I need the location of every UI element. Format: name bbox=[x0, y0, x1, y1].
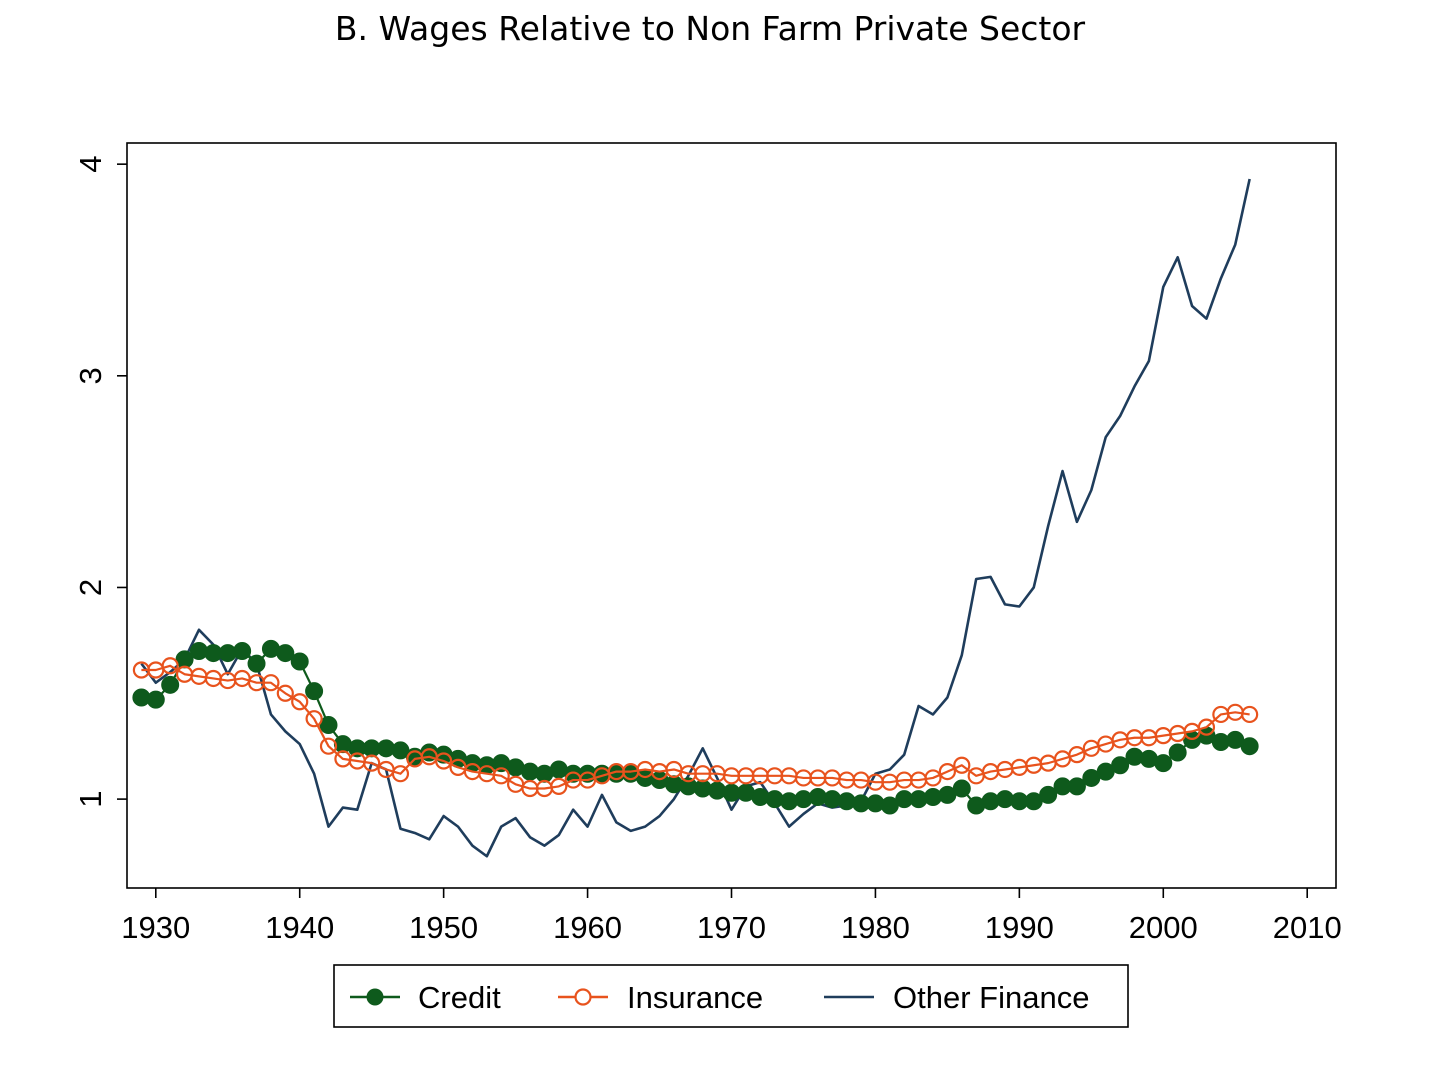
legend-items: Credit Insurance Other Finance bbox=[350, 980, 1089, 1015]
data-point bbox=[161, 657, 179, 675]
data-point bbox=[146, 690, 165, 709]
data-point bbox=[305, 710, 323, 728]
data-point bbox=[1197, 718, 1216, 736]
series-other-finance bbox=[140, 178, 1251, 858]
x-tick-label: 2000 bbox=[1129, 910, 1198, 945]
data-point bbox=[247, 654, 266, 673]
data-point bbox=[175, 650, 194, 669]
legend-label: Insurance bbox=[627, 980, 763, 1015]
data-point bbox=[1067, 777, 1086, 796]
data-point bbox=[1168, 743, 1187, 762]
x-tick-label: 1930 bbox=[121, 910, 190, 945]
data-point bbox=[1240, 737, 1259, 756]
y-tick-label: 2 bbox=[73, 579, 108, 596]
data-point bbox=[1241, 705, 1259, 724]
data-point bbox=[1039, 785, 1058, 804]
legend-label: Credit bbox=[418, 980, 501, 1015]
series-insurance bbox=[132, 657, 1259, 798]
x-tick-label: 1960 bbox=[553, 910, 622, 945]
data-point bbox=[262, 674, 280, 692]
data-point bbox=[319, 716, 338, 735]
data-point bbox=[550, 777, 568, 796]
legend-item-insurance: Insurance bbox=[558, 980, 763, 1015]
x-tick-label: 2010 bbox=[1273, 910, 1342, 945]
series-layer bbox=[132, 178, 1259, 858]
series-credit bbox=[132, 639, 1259, 815]
data-point bbox=[952, 779, 971, 798]
y-tick-label: 4 bbox=[73, 156, 108, 173]
legend-box bbox=[333, 964, 1129, 1028]
data-point bbox=[276, 644, 295, 663]
legend-label: Other Finance bbox=[893, 980, 1089, 1015]
data-point bbox=[161, 675, 180, 694]
legend: Credit Insurance Other Finance bbox=[333, 964, 1129, 1028]
x-axis: 1930 1940 1950 1960 1970 1980 1990 2000 2010 bbox=[121, 888, 1342, 945]
series-line-other-finance bbox=[140, 178, 1251, 858]
data-point bbox=[291, 693, 309, 711]
data-point bbox=[953, 756, 971, 774]
legend-swatch-marker bbox=[366, 988, 384, 1006]
x-tick-label: 1970 bbox=[697, 910, 766, 945]
legend-item-credit: Credit bbox=[350, 980, 501, 1015]
y-tick-label: 1 bbox=[73, 790, 108, 807]
data-point bbox=[276, 684, 294, 702]
data-point bbox=[924, 769, 942, 787]
y-axis: 1 2 3 4 bbox=[73, 156, 127, 808]
data-point bbox=[233, 641, 252, 660]
data-point bbox=[938, 762, 956, 781]
data-point bbox=[492, 767, 510, 785]
data-point bbox=[1111, 756, 1130, 775]
data-point bbox=[435, 752, 453, 770]
data-point bbox=[305, 682, 324, 701]
y-tick-label: 3 bbox=[73, 367, 108, 384]
data-point bbox=[290, 652, 309, 671]
data-point bbox=[391, 765, 410, 783]
x-tick-label: 1940 bbox=[265, 910, 334, 945]
legend-swatch-marker bbox=[574, 988, 592, 1006]
data-point bbox=[1154, 754, 1173, 773]
chart-title: B. Wages Relative to Non Farm Private Se… bbox=[335, 9, 1086, 48]
data-point bbox=[363, 754, 381, 772]
data-point bbox=[319, 737, 338, 755]
x-tick-label: 1990 bbox=[985, 910, 1054, 945]
x-tick-label: 1980 bbox=[841, 910, 910, 945]
data-point bbox=[1068, 746, 1086, 764]
legend-item-other-finance: Other Finance bbox=[824, 980, 1089, 1015]
x-tick-label: 1950 bbox=[409, 910, 478, 945]
